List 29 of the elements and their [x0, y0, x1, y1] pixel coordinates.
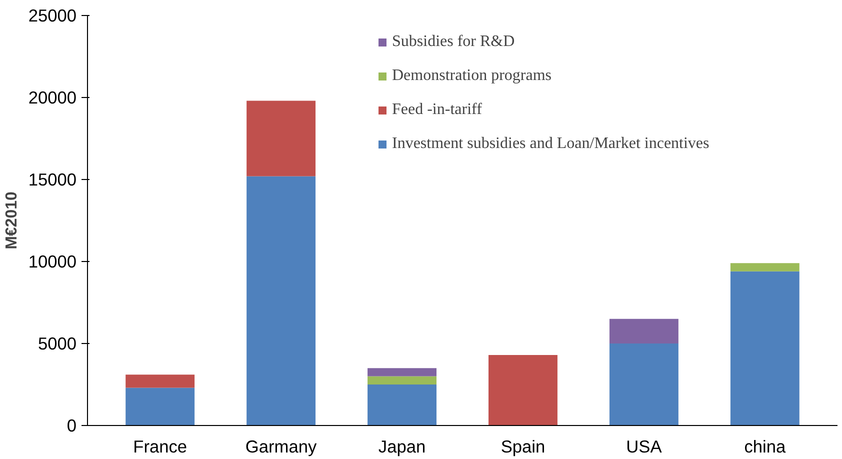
y-axis-title: M€2010: [3, 191, 20, 250]
x-tick-label: china: [744, 436, 786, 456]
legend-label: Feed -in-tariff: [392, 101, 482, 119]
x-tick-label: France: [133, 436, 188, 456]
x-tick-label: Japan: [378, 436, 426, 456]
bar: [609, 344, 678, 426]
y-tick-label: 15000: [28, 170, 76, 190]
y-tick-label: 0: [66, 416, 77, 436]
bar: [368, 376, 436, 384]
y-tick-label: 10000: [28, 252, 76, 272]
bar: [730, 263, 800, 272]
bar: [488, 354, 558, 426]
bar: [609, 318, 678, 344]
bar: [246, 176, 316, 426]
x-tick-label: USA: [626, 436, 662, 456]
bar: [126, 388, 195, 426]
legend-label: Demonstration programs: [392, 67, 552, 85]
y-tick-label: 5000: [38, 334, 77, 354]
legend-label: Investment subsidies and Loan/Market incentives: [392, 135, 710, 153]
bar: [368, 384, 436, 426]
bar: [368, 368, 436, 376]
bar: [730, 271, 800, 426]
x-tick-label: Spain: [500, 436, 546, 456]
x-tick-label: Garmany: [245, 436, 318, 456]
bar: [246, 100, 316, 176]
legend-label: Subsidies for R&D: [392, 33, 515, 51]
bar: [126, 374, 195, 388]
y-tick-label: 25000: [28, 6, 76, 26]
y-tick-label: 20000: [28, 88, 76, 108]
